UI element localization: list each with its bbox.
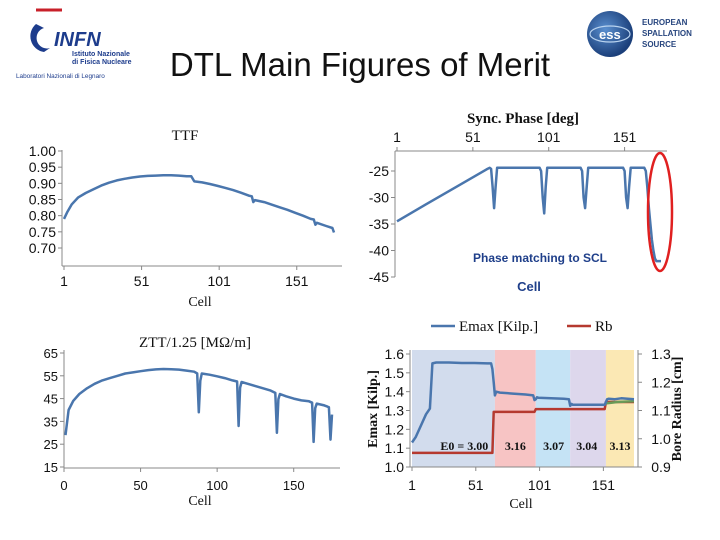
emax-y-tick-label: 1.3 [385,403,405,419]
ztt-x-tick-label: 150 [283,478,305,493]
phase-matching-annotation: Phase matching to SCL [473,251,607,265]
emax-y-tick-label: 1.6 [385,346,405,362]
emax-y2-tick-label: 1.0 [651,431,671,447]
emax-y-tick-label: 1.2 [385,421,405,437]
sync-x-tick-label: 101 [537,129,561,145]
ztt-x-tick-label: 50 [133,478,147,493]
ztt-x-label: Cell [188,494,211,509]
ttf-x-tick-label: 151 [285,273,309,289]
ztt-y-tick-label: 65 [44,346,58,361]
ess-line3: SOURCE [642,40,677,49]
emax-y2-tick-label: 1.2 [651,374,671,390]
slide-title: DTL Main Figures of Merit [169,46,551,83]
emax-x-tick-label: 51 [468,477,484,493]
ttf-x-label: Cell [188,295,211,310]
ttf-title: TTF [172,128,199,144]
emax-y-tick-label: 1.5 [385,365,405,381]
ess-line1: EUROPEAN [642,18,688,27]
emax-series-line [410,361,635,444]
tank-band [412,350,495,467]
emax-x-tick-label: 101 [528,477,552,493]
tank-band [494,350,536,467]
ttf-x-tick-label: 51 [134,273,150,289]
emax-y2-tick-label: 1.1 [651,403,671,419]
infn-line2: di Fisica Nucleare [72,59,132,66]
infn-line3: Laboratori Nazionali di Legnaro [16,73,105,80]
emax-y2-label: Bore Radius [cm] [670,357,685,462]
ess-line2: SPALLATION [642,29,692,38]
ttf-y-tick-label: 0.90 [29,175,56,191]
sync-y-tick-label: -35 [369,216,389,232]
sync-y-tick-label: -40 [369,243,389,259]
emax-x-label: Cell [509,497,532,512]
ztt-y-tick-label: 35 [44,414,58,429]
sync-x-label: Cell [517,279,541,294]
emax-y-tick-label: 1.0 [385,459,405,475]
sync-x-tick-label: 151 [613,129,637,145]
sync-x-tick-label: 51 [465,129,481,145]
emax-y-label: Emax [Kilp.] [366,370,381,448]
ztt-y-tick-label: 45 [44,392,58,407]
ztt-x-tick-label: 0 [60,478,67,493]
ztt-x-tick-label: 100 [206,478,228,493]
ttf-y-tick-label: 0.85 [29,192,56,208]
tank-e0-label: 3.07 [543,439,564,453]
ess-emblem-icon: ess EUROPEAN SPALLATION SOURCE [587,11,692,57]
ztt-title: ZTT/1.25 [MΩ/m] [139,335,251,351]
svg-text:ess: ess [599,27,621,42]
ttf-y-tick-label: 0.70 [29,240,56,256]
ttf-y-tick-label: 1.00 [29,143,56,159]
ztt-y-tick-label: 15 [44,460,58,475]
sync-title: Sync. Phase [deg] [467,111,579,127]
emax-x-tick-label: 1 [408,477,416,493]
ttf-y-tick-label: 0.80 [29,208,56,224]
legend-emax-label: Emax [Kilp.] [459,319,538,335]
sync-series-line [396,166,661,263]
ttf-y-tick-label: 0.95 [29,159,56,175]
sync-phase-chart: Sync. Phase [deg] 1 51 101 151 -25-30-35-40… [369,111,674,294]
sync-y-tick-label: -25 [369,163,389,179]
infn-emblem-icon: INFN Istituto Nazionale di Fisica Nuclea… [16,8,132,80]
infn-line1: Istituto Nazionale [72,51,130,58]
ztt-y-tick-label: 55 [44,369,58,384]
ttf-x-tick-label: 101 [207,273,231,289]
ttf-y-tick-label: 0.75 [29,224,56,240]
ess-logo: ess EUROPEAN SPALLATION SOURCE [586,6,712,62]
tank-e0-label: 3.16 [505,439,526,453]
sync-x-tick-label: 1 [393,129,401,145]
ttf-x-tick-label: 1 [60,273,68,289]
legend-rb-label: Rb [595,319,613,335]
emax-x-tick-label: 151 [592,477,616,493]
tank-e0-label: E0 = 3.00 [440,439,488,453]
ttf-series-line [62,173,336,233]
ztt-series-line [64,367,334,444]
infn-logo: INFN Istituto Nazionale di Fisica Nuclea… [14,4,136,84]
green-series-line [605,399,635,405]
ztt-y-tick-label: 25 [44,437,58,452]
emax-y-tick-label: 1.1 [385,440,405,456]
tank-band [605,350,634,467]
ztt-chart: ZTT/1.25 [MΩ/m] 65 55 45 35 25 15 0 50 100 150 C… [44,335,340,509]
infn-wordmark: INFN [54,29,101,51]
sync-y-tick-label: -30 [369,190,389,206]
ttf-chart: TTF 1.000.950.900.850.800.750.70 1 51 101 1… [29,128,342,310]
scl-matching-highlight-ellipse [646,151,674,273]
emax-y2-tick-label: 0.9 [651,459,671,475]
sync-y-tick-label: -45 [369,269,389,285]
tank-e0-label: 3.04 [576,439,597,453]
tank-e0-label: 3.13 [609,439,630,453]
emax-y-tick-label: 1.4 [385,384,405,400]
emax-rb-chart: Emax [Kilp.] Rb 1.6 1.5 1.4 1.3 1.2 1.1 1.0 1.… [366,319,685,512]
emax-y2-tick-label: 1.3 [651,346,671,362]
